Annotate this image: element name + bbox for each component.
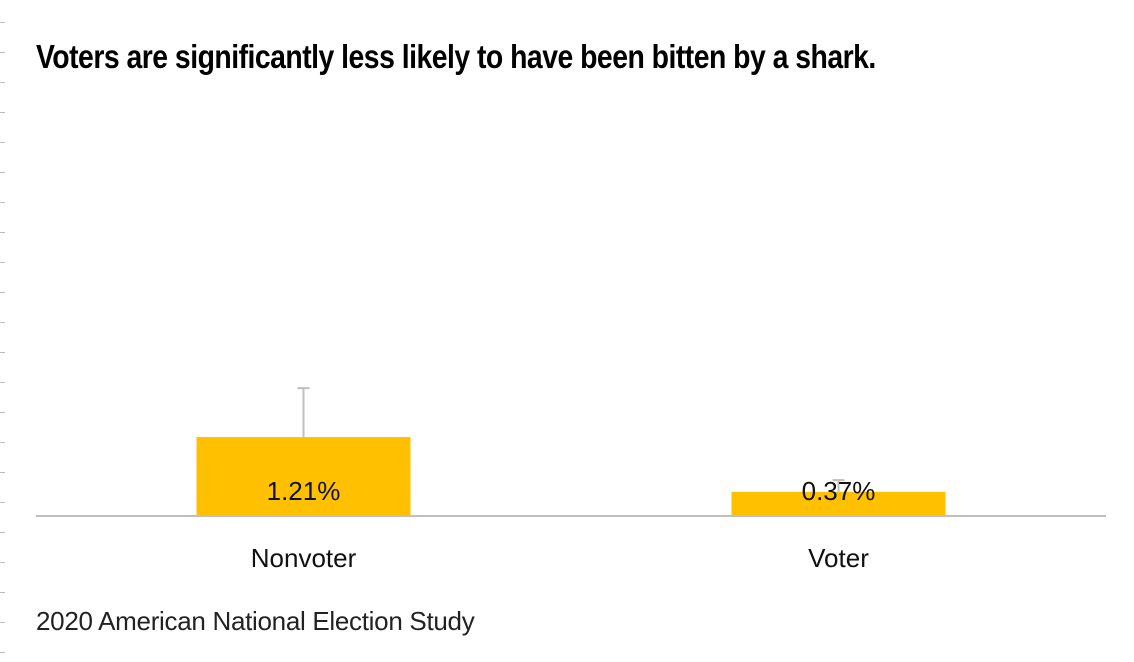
data-label-nonvoter: 1.21% <box>267 476 341 506</box>
category-label-voter: Voter <box>808 543 869 573</box>
edge-tick <box>0 112 5 113</box>
edge-tick <box>0 412 5 413</box>
bar-nonvoter <box>196 437 411 516</box>
edge-tick <box>0 382 5 383</box>
edge-tick <box>0 322 5 323</box>
left-edge-ticks <box>0 0 6 662</box>
edge-tick <box>0 532 5 533</box>
edge-tick <box>0 652 5 653</box>
edge-tick <box>0 562 5 563</box>
source-note: 2020 American National Election Study <box>36 606 475 636</box>
edge-tick <box>0 52 5 53</box>
edge-tick <box>0 292 5 293</box>
edge-tick <box>0 202 5 203</box>
category-label-nonvoter: Nonvoter <box>251 543 357 573</box>
data-label-voter: 0.37% <box>802 476 876 506</box>
edge-tick <box>0 82 5 83</box>
edge-tick <box>0 502 5 503</box>
edge-tick <box>0 172 5 173</box>
bar-voter <box>731 491 946 516</box>
edge-tick <box>0 592 5 593</box>
chart-title: Voters are significantly less likely to … <box>36 38 876 75</box>
edge-tick <box>0 622 5 623</box>
edge-tick <box>0 142 5 143</box>
edge-tick <box>0 352 5 353</box>
edge-tick <box>0 442 5 443</box>
edge-tick <box>0 232 5 233</box>
edge-tick <box>0 472 5 473</box>
edge-tick <box>0 262 5 263</box>
edge-tick <box>0 22 5 23</box>
